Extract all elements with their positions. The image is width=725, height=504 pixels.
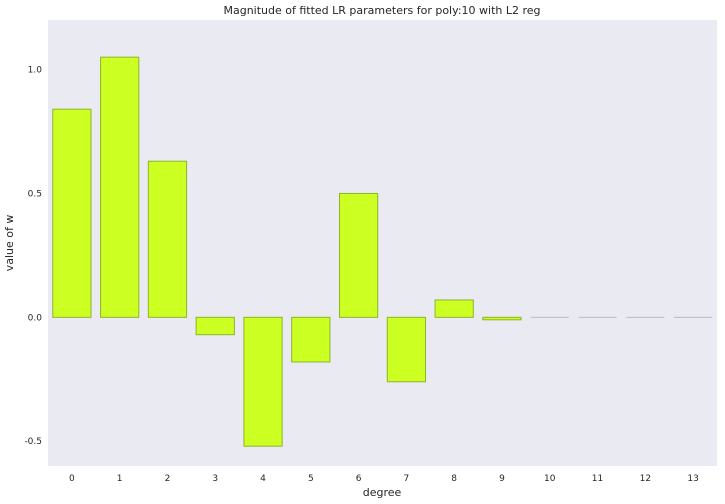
y-tick-label: 0.5 [28,189,42,199]
x-tick-label: 13 [687,474,698,484]
x-ticks: 0 1 2 3 4 5 6 7 8 9 10 11 12 13 [69,474,699,484]
bar-degree-11 [578,316,617,318]
y-tick-label: -0.5 [24,437,42,447]
bar-degree-2 [147,160,188,318]
bar-degree-9 [482,316,522,321]
bars [52,56,713,447]
bar-degree-4 [243,316,283,447]
x-tick-label: 11 [592,474,603,484]
bar-degree-1 [100,56,140,318]
x-tick-label: 7 [404,474,410,484]
x-tick-label: 0 [69,474,75,484]
x-tick-label: 10 [544,474,556,484]
x-tick-label: 6 [356,474,362,484]
bar-degree-3 [195,316,235,336]
y-tick-label: 0.0 [28,313,43,323]
bar-degree-0 [52,108,92,318]
x-tick-label: 5 [308,474,314,484]
bar-degree-8 [434,299,474,318]
bar-degree-5 [291,316,331,363]
bar-degree-7 [386,316,427,383]
x-axis-label: degree [363,486,402,499]
x-tick-label: 1 [117,474,123,484]
bar-degree-13 [673,316,713,318]
bar-degree-12 [626,316,665,318]
y-axis-label: value of w [3,215,16,272]
bar-degree-6 [338,192,379,318]
x-tick-label: 4 [260,474,266,484]
x-tick-label: 8 [451,474,457,484]
y-tick-label: 1.0 [28,66,43,76]
x-tick-label: 12 [640,474,651,484]
bar-degree-10 [530,316,569,318]
y-ticks: -0.5 0.0 0.5 1.0 [24,66,42,448]
x-tick-label: 9 [499,474,505,484]
x-tick-label: 2 [165,474,171,484]
chart-title: Magnitude of fitted LR parameters for po… [223,4,540,17]
x-tick-label: 3 [212,474,218,484]
